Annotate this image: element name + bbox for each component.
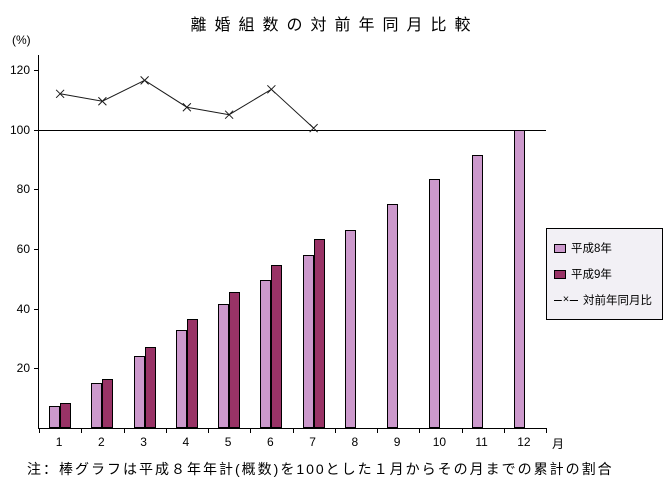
bar-h8-month-4 — [175, 329, 187, 428]
x-tick-label: 3 — [140, 435, 147, 449]
y-tick-label: 80 — [16, 182, 30, 197]
bar-h8-month-8 — [344, 229, 356, 428]
bar-h8-month-12 — [513, 129, 525, 428]
x-tick-label: 12 — [517, 435, 531, 449]
bar-h8-month-10 — [429, 178, 441, 428]
x-tick-mark — [208, 428, 209, 433]
x-tick-mark — [81, 428, 83, 433]
legend-swatch-h9-icon — [554, 269, 566, 279]
x-tick-mark — [39, 428, 40, 433]
footnote: 注：棒グラフは平成８年年計(概数)を100とした１月からその月までの累計の割合 — [27, 461, 614, 477]
x-tick-mark — [292, 428, 294, 433]
bar-h8-month-2 — [91, 383, 103, 428]
bar-h8-month-7 — [302, 254, 314, 428]
x-tick-label: 4 — [182, 435, 190, 449]
x-tick-label: 7 — [309, 435, 316, 449]
legend-swatch-h8-icon — [554, 243, 566, 253]
x-tick-label: 1 — [55, 435, 63, 449]
chart-title: 離婚組数の対前年同月比較 — [190, 17, 479, 34]
legend-line-marker-icon: × — [554, 293, 578, 306]
x-tick-mark — [377, 428, 378, 433]
bar-h8-month-1 — [49, 405, 61, 428]
ratio-x-markers-icon — [55, 76, 318, 133]
bar-h8-month-11 — [471, 154, 483, 428]
ratio-line-path — [60, 79, 314, 129]
y-tick-mark — [34, 308, 39, 310]
legend-label: 平成8年 — [571, 243, 612, 255]
legend-label: 平成9年 — [571, 269, 612, 281]
x-tick-mark — [250, 428, 252, 433]
bar-h9-month-6 — [271, 265, 283, 428]
legend-x-marker-icon: × — [561, 293, 571, 306]
bar-h9-month-1 — [60, 402, 72, 428]
reference-line-100 — [39, 129, 546, 131]
legend-item-ratio: × 対前年同月比 — [554, 292, 655, 308]
x-tick-mark — [546, 428, 547, 433]
x-tick-label: 2 — [98, 435, 105, 449]
x-tick-mark — [123, 428, 125, 433]
y-tick-mark — [34, 368, 39, 370]
y-tick-label: 100 — [9, 122, 30, 137]
x-axis-unit-label: 月 — [552, 437, 565, 451]
ratio-line-series — [55, 76, 318, 133]
y-axis: 20 40 60 80 100 120 — [0, 55, 34, 428]
x-tick-label: 6 — [267, 435, 274, 449]
legend-label: 対前年同月比 — [583, 295, 652, 307]
bar-h9-month-7 — [313, 238, 325, 428]
x-tick-mark — [461, 428, 463, 433]
y-tick-mark — [34, 69, 39, 71]
x-tick-label: 8 — [351, 435, 359, 449]
x-tick-mark — [503, 428, 505, 433]
x-tick-label: 5 — [224, 435, 232, 449]
y-tick-label: 20 — [16, 361, 30, 376]
y-tick-label: 120 — [9, 62, 30, 77]
x-tick-mark — [165, 428, 167, 433]
x-tick-label: 10 — [432, 435, 447, 449]
bar-h8-month-9 — [387, 204, 399, 428]
bar-h9-month-3 — [144, 347, 156, 428]
bar-h8-month-5 — [218, 304, 230, 428]
bar-h9-month-5 — [229, 292, 241, 428]
y-tick-label: 40 — [16, 301, 30, 316]
bar-h8-month-3 — [133, 356, 145, 428]
bar-h9-month-4 — [186, 319, 198, 428]
legend-item-h9: 平成9年 — [554, 266, 655, 282]
x-tick-label: 9 — [393, 435, 401, 449]
x-axis: 1 2 3 4 5 6 7 8 9 10 11 12 — [38, 435, 545, 451]
plot-area — [34, 55, 547, 433]
y-tick-mark — [34, 129, 39, 131]
x-tick-mark — [334, 428, 336, 433]
x-tick-mark — [419, 428, 421, 433]
legend-item-h8: 平成8年 — [554, 240, 655, 256]
legend: 平成8年 平成9年 × 対前年同月比 — [546, 228, 663, 320]
y-tick-label: 60 — [16, 241, 30, 256]
y-axis-unit-label: (%) — [12, 33, 31, 47]
bar-h9-month-2 — [102, 378, 114, 428]
x-tick-label: 11 — [475, 435, 488, 449]
bar-h8-month-6 — [260, 280, 272, 428]
y-tick-mark — [34, 248, 39, 250]
y-tick-mark — [34, 189, 39, 191]
